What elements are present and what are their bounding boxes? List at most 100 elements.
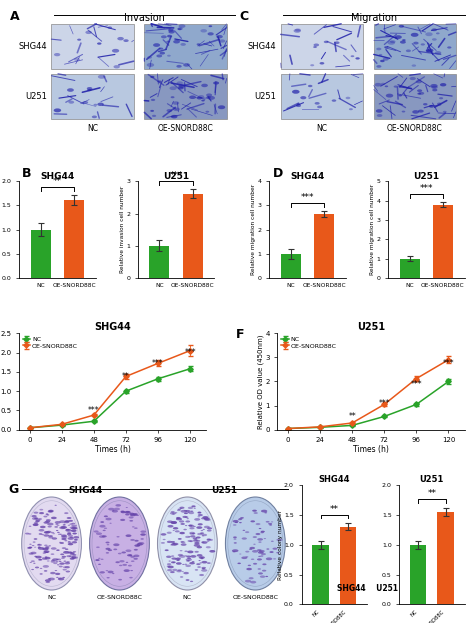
Circle shape <box>171 561 176 563</box>
Circle shape <box>59 542 61 543</box>
Circle shape <box>60 553 64 555</box>
Circle shape <box>48 536 53 538</box>
Text: **: ** <box>428 489 437 498</box>
Circle shape <box>192 533 195 535</box>
Circle shape <box>261 510 267 513</box>
Circle shape <box>129 513 134 515</box>
Circle shape <box>202 535 204 536</box>
Circle shape <box>115 561 120 563</box>
Circle shape <box>31 569 34 570</box>
Circle shape <box>34 511 38 514</box>
Circle shape <box>419 92 424 95</box>
Circle shape <box>167 541 172 543</box>
Circle shape <box>173 562 175 563</box>
Circle shape <box>204 526 210 528</box>
Circle shape <box>197 533 202 535</box>
Circle shape <box>171 543 177 546</box>
Circle shape <box>185 510 191 512</box>
Circle shape <box>266 548 269 549</box>
Circle shape <box>346 97 350 99</box>
Circle shape <box>68 537 74 540</box>
Circle shape <box>171 555 174 557</box>
Text: C: C <box>239 10 249 23</box>
Circle shape <box>395 36 402 39</box>
Circle shape <box>140 538 144 540</box>
Circle shape <box>108 508 115 511</box>
Circle shape <box>412 110 419 114</box>
Circle shape <box>68 541 72 543</box>
Circle shape <box>160 52 165 55</box>
Circle shape <box>46 513 48 515</box>
Circle shape <box>46 515 49 516</box>
Circle shape <box>176 559 180 561</box>
Circle shape <box>151 99 155 101</box>
Circle shape <box>213 82 219 85</box>
Ellipse shape <box>22 497 82 590</box>
Circle shape <box>46 531 52 533</box>
Title: SHG44: SHG44 <box>319 475 350 484</box>
Circle shape <box>207 538 211 540</box>
Circle shape <box>171 96 174 98</box>
Circle shape <box>201 561 208 563</box>
Circle shape <box>168 566 174 568</box>
Circle shape <box>187 558 191 559</box>
Circle shape <box>99 535 105 538</box>
Circle shape <box>439 97 443 99</box>
Circle shape <box>68 101 74 103</box>
Circle shape <box>130 556 135 558</box>
Circle shape <box>351 55 354 57</box>
Circle shape <box>249 577 254 579</box>
Circle shape <box>233 524 237 526</box>
Circle shape <box>124 569 130 572</box>
Circle shape <box>63 569 67 571</box>
Circle shape <box>198 523 203 525</box>
Circle shape <box>401 111 405 113</box>
Circle shape <box>332 100 336 102</box>
Circle shape <box>129 554 132 556</box>
Circle shape <box>55 573 60 575</box>
Circle shape <box>106 541 109 543</box>
Circle shape <box>182 516 187 518</box>
Circle shape <box>176 562 182 564</box>
Circle shape <box>73 536 79 539</box>
Circle shape <box>209 26 212 27</box>
Circle shape <box>55 523 58 525</box>
X-axis label: Times (h): Times (h) <box>95 445 130 454</box>
Circle shape <box>67 517 72 519</box>
Circle shape <box>38 546 41 548</box>
Circle shape <box>63 551 70 554</box>
Circle shape <box>161 542 165 544</box>
Circle shape <box>44 545 48 546</box>
Circle shape <box>185 555 187 556</box>
Circle shape <box>63 524 65 525</box>
Ellipse shape <box>157 497 217 590</box>
Circle shape <box>69 555 73 558</box>
Circle shape <box>376 47 382 50</box>
Circle shape <box>196 536 201 538</box>
Circle shape <box>47 523 54 525</box>
Circle shape <box>431 28 437 31</box>
Circle shape <box>259 528 261 529</box>
Circle shape <box>35 566 39 568</box>
Circle shape <box>98 564 101 565</box>
Circle shape <box>177 510 181 511</box>
Circle shape <box>31 515 37 517</box>
Circle shape <box>173 102 179 105</box>
Circle shape <box>178 554 183 556</box>
Circle shape <box>250 581 256 584</box>
Circle shape <box>179 555 185 558</box>
Circle shape <box>178 87 184 90</box>
Circle shape <box>183 572 189 574</box>
Circle shape <box>125 511 131 513</box>
Text: Invasion: Invasion <box>124 13 165 23</box>
Bar <box>145 24 227 69</box>
Circle shape <box>67 88 74 92</box>
Circle shape <box>66 555 71 557</box>
Circle shape <box>171 541 175 543</box>
Circle shape <box>112 49 119 53</box>
Circle shape <box>249 548 252 550</box>
Circle shape <box>61 538 67 540</box>
Circle shape <box>380 60 385 62</box>
Circle shape <box>64 561 66 562</box>
Circle shape <box>400 40 406 44</box>
